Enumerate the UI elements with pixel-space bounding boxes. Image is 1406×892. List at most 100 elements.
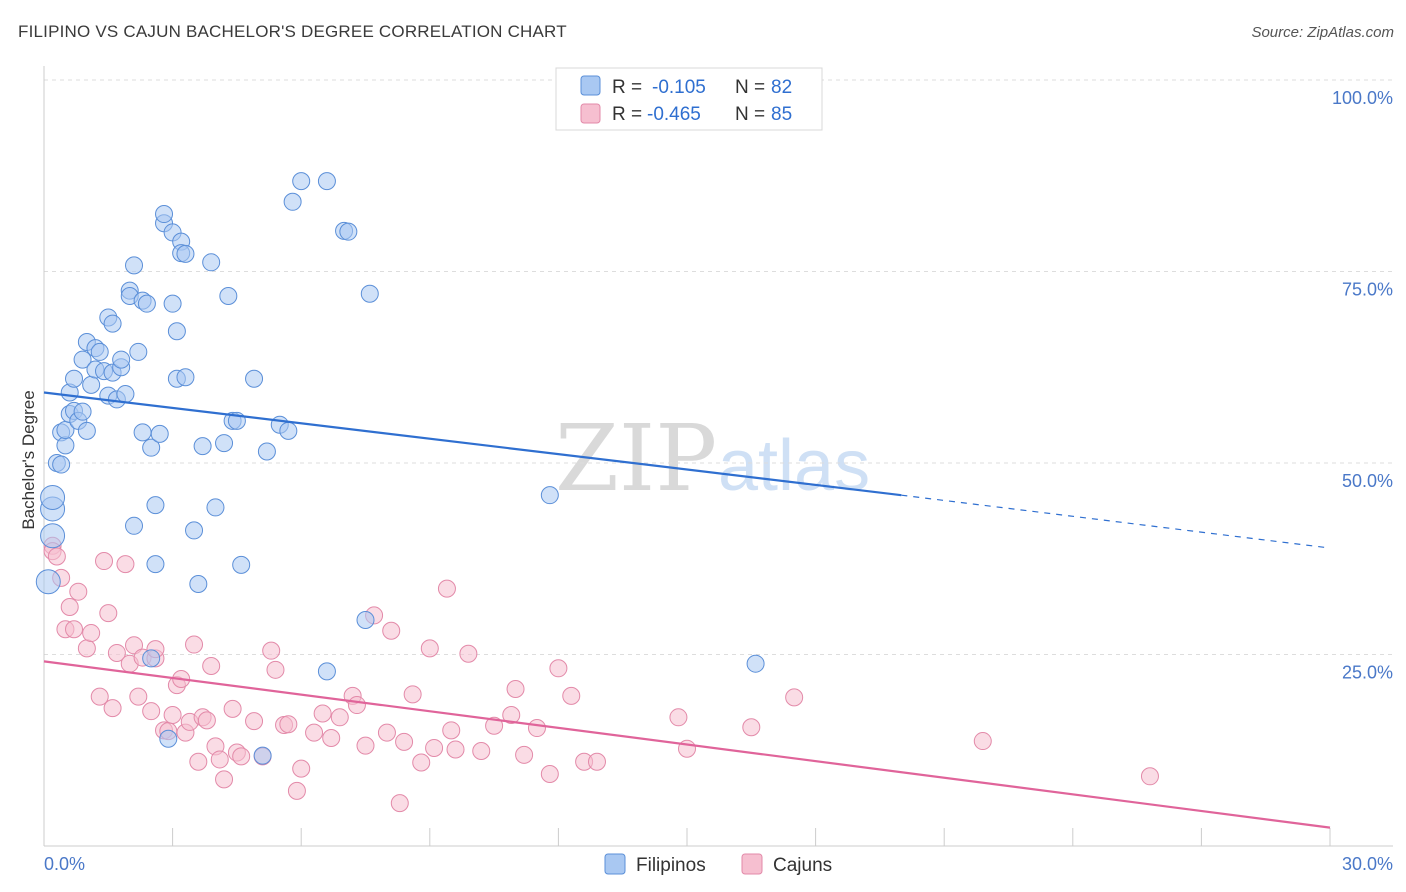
filipino-point [202,253,221,272]
cajun-point [356,736,375,755]
x-ticks [43,828,1331,846]
filipino-point [133,423,152,442]
cajun-point [292,759,311,778]
filipino-point [317,662,336,681]
cajun-point [382,621,401,640]
watermark-atlas: atlas [718,426,870,506]
filipino-point [163,294,182,313]
filipino-point [257,442,276,461]
legend-n-value-filipino: 82 [771,77,792,98]
cajun-point [210,750,229,769]
filipino-point [142,438,161,457]
watermark: ZIP atlas [555,405,870,512]
cajun-point [313,704,332,723]
filipino-point [176,244,195,263]
cajun-point [540,764,559,783]
filipino-point [176,368,195,387]
filipino-point [292,172,311,191]
legend-swatch-filipino [580,75,601,96]
filipino-point [232,555,251,574]
filipino-point [283,192,302,211]
cajun-point [425,738,444,757]
filipino-point [137,294,156,313]
cajun-point [279,715,298,734]
cajun-point [442,721,461,740]
cajun-point [125,636,144,655]
y-tick-label: 100.0% [1332,88,1393,108]
chart-title: FILIPINO VS CAJUN BACHELOR'S DEGREE CORR… [18,22,567,41]
filipino-point [103,314,122,333]
filipino-point [116,385,135,404]
filipino-point [356,611,375,630]
filipino-point [82,375,101,394]
filipino-point [125,516,144,535]
filipino-point [219,287,238,306]
legend-swatch-cajun [580,103,601,124]
filipino-point [155,205,174,224]
filipino-point [317,172,336,191]
cajun-point [77,639,96,658]
filipino-point [35,569,61,595]
cajun-point [347,696,366,715]
filipino-point [77,421,96,440]
filipino-point [540,486,559,505]
filipino-point [206,498,225,517]
cajun-point [437,579,456,598]
legend-n-label-filipino: N = [735,77,765,98]
filipino-point [40,523,66,549]
legend-r-label-filipino: R = [612,77,642,98]
filipino-point [73,350,92,369]
y-tick-label: 50.0% [1342,471,1393,491]
cajun-point [446,740,465,759]
filipino-point [253,746,272,765]
filipino-trend-line [43,391,902,497]
cajun-point [305,723,324,742]
legend-r-value-filipino: -0.105 [652,77,706,98]
cajun-point [65,620,84,639]
watermark-zip: ZIP [555,405,717,512]
cajun-points [43,536,1159,813]
cajun-point [232,747,251,766]
cajun-point [47,547,66,566]
cajun-point [99,604,118,623]
filipino-point [279,421,298,440]
cajun-point [245,712,264,731]
filipino-point [185,521,204,540]
cajun-point [287,781,306,800]
trend-lines [43,391,1331,829]
cajun-point [485,716,504,735]
filipino-point [193,437,212,456]
filipino-point [112,350,131,369]
cajun-point [742,718,761,737]
filipino-point [146,555,165,574]
cajun-point [262,641,281,660]
cajun-trend-line [43,660,1331,829]
cajun-point [669,708,688,727]
filipino-point [90,342,109,361]
cajun-point [322,728,341,747]
filipino-point [159,729,178,748]
y-tick-labels: 100.0% 75.0% 50.0% 25.0% [1332,88,1393,683]
filipino-point [215,434,234,453]
filipino-point [360,284,379,303]
cajun-point [330,708,349,727]
filipino-point [746,654,765,673]
cajun-point [785,688,804,707]
cajun-point [377,723,396,742]
source-label: Source: ZipAtlas.com [1251,24,1394,41]
cajun-point [412,753,431,772]
cajun-point [459,644,478,663]
legend-r-value-cajun: -0.465 [647,104,701,125]
y-tick-label: 75.0% [1342,280,1393,300]
cajun-point [60,598,79,617]
cajun-point [82,624,101,643]
filipino-point [40,484,66,510]
cajun-point [562,686,581,705]
filipino-point [146,496,165,515]
cajun-point [189,752,208,771]
axes [43,66,1393,847]
cajun-point [116,555,135,574]
filipino-point [65,369,84,388]
cajun-point [107,643,126,662]
cajun-point [506,679,525,698]
